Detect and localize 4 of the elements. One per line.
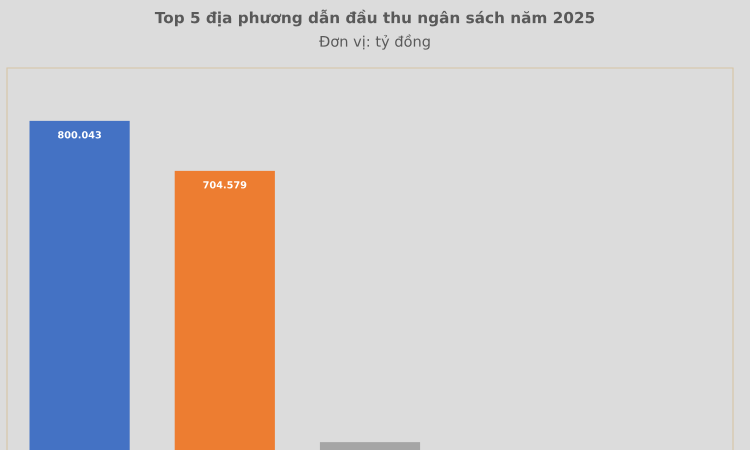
data-label: 704.579 [203,181,246,188]
chart-title: Top 5 địa phương dẫn đầu thu ngân sách năm 2025 [154,10,594,26]
data-label: 800.043 [58,131,101,138]
chart-subtitle: Đơn vị: tỷ đồng [319,34,430,50]
